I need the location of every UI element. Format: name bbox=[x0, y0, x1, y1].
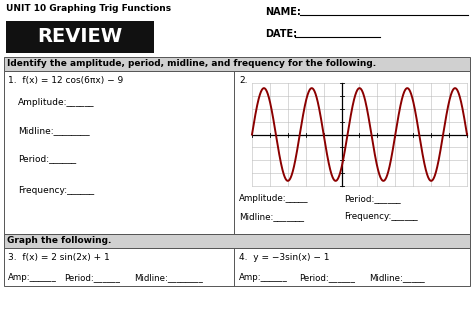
Text: Graph the following.: Graph the following. bbox=[7, 236, 111, 245]
Text: Period:______: Period:______ bbox=[299, 273, 355, 282]
Text: REVIEW: REVIEW bbox=[37, 28, 123, 47]
Text: Frequency:______: Frequency:______ bbox=[344, 212, 418, 221]
Text: Midline:________: Midline:________ bbox=[134, 273, 203, 282]
Bar bbox=[6, 21, 154, 53]
Bar bbox=[4, 57, 470, 71]
Text: 4.  y = −3sin(x) − 1: 4. y = −3sin(x) − 1 bbox=[239, 253, 329, 262]
Text: 1.  f(x) = 12 cos(6πx) − 9: 1. f(x) = 12 cos(6πx) − 9 bbox=[8, 76, 123, 85]
Text: Period:______: Period:______ bbox=[18, 154, 76, 163]
Text: 3.  f(x) = 2 sin(2x) + 1: 3. f(x) = 2 sin(2x) + 1 bbox=[8, 253, 110, 262]
Text: Amplitude:_____: Amplitude:_____ bbox=[239, 194, 309, 203]
Text: Frequency:______: Frequency:______ bbox=[18, 186, 94, 195]
Bar bbox=[4, 248, 470, 286]
Text: Midline:________: Midline:________ bbox=[18, 126, 90, 135]
Text: Midline:_____: Midline:_____ bbox=[369, 273, 425, 282]
Text: DATE:: DATE: bbox=[265, 29, 297, 39]
Text: NAME:: NAME: bbox=[265, 7, 301, 17]
Text: Amp:______: Amp:______ bbox=[239, 273, 288, 282]
Text: Period:______: Period:______ bbox=[64, 273, 120, 282]
Text: Amplitude:______: Amplitude:______ bbox=[18, 98, 94, 107]
Bar bbox=[4, 71, 470, 234]
Text: Period:______: Period:______ bbox=[344, 194, 401, 203]
Bar bbox=[4, 234, 470, 248]
Text: 2.: 2. bbox=[239, 76, 247, 85]
Text: Midline:_______: Midline:_______ bbox=[239, 212, 304, 221]
Text: Amp:______: Amp:______ bbox=[8, 273, 57, 282]
Text: Identify the amplitude, period, midline, and frequency for the following.: Identify the amplitude, period, midline,… bbox=[7, 59, 376, 68]
Text: UNIT 10 Graphing Trig Functions: UNIT 10 Graphing Trig Functions bbox=[6, 4, 171, 13]
